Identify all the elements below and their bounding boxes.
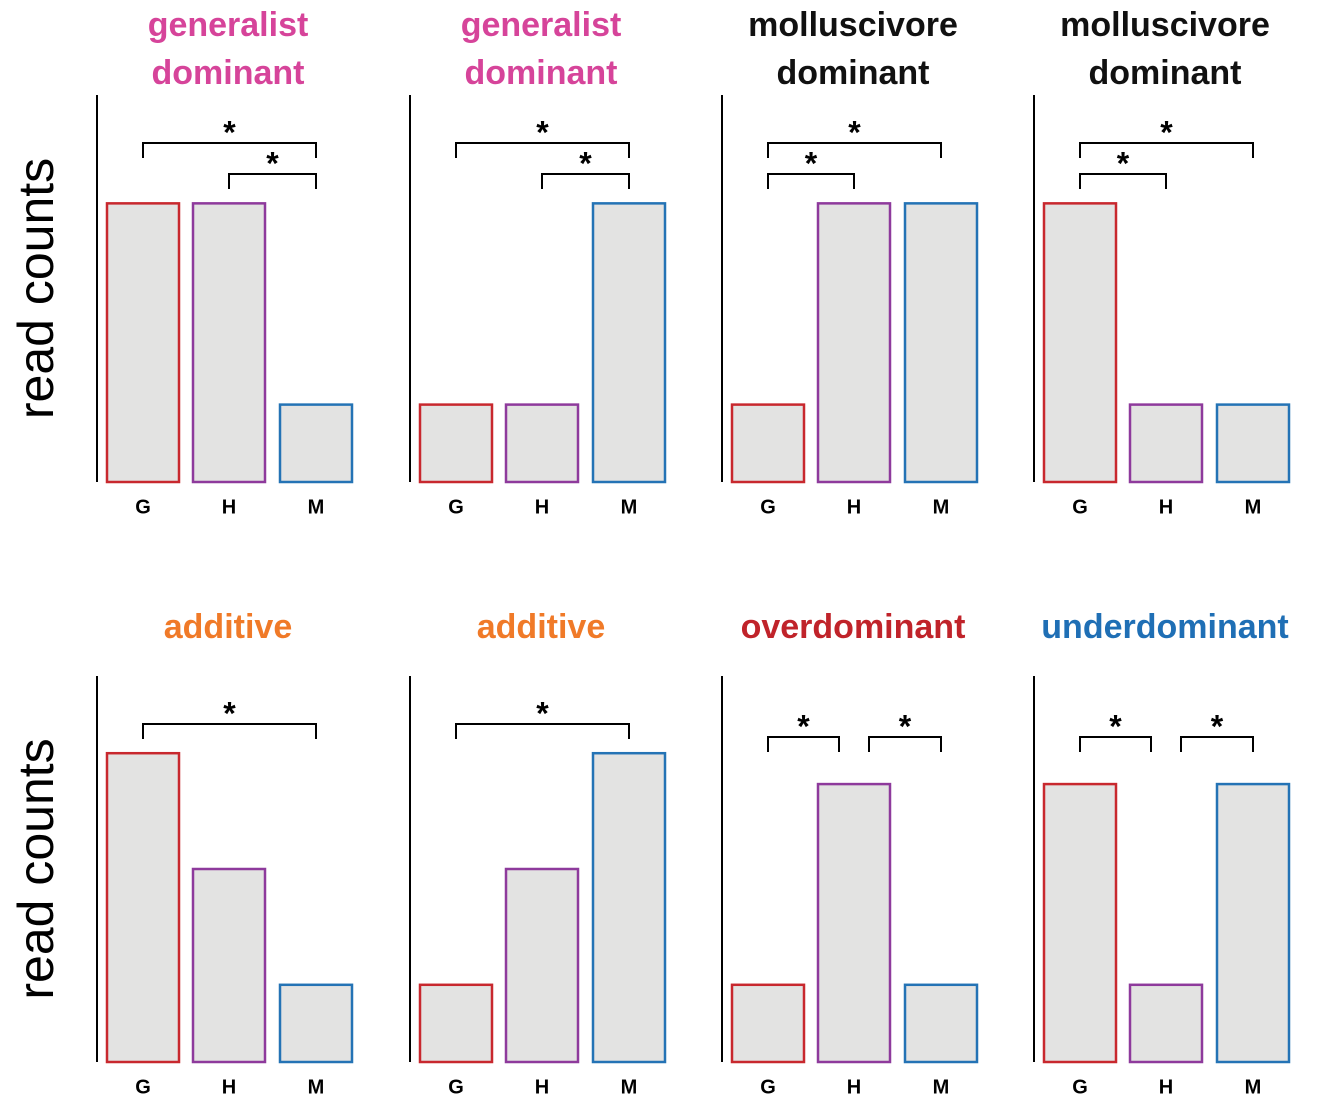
bar: [278, 983, 354, 1064]
bar: [1128, 403, 1204, 484]
significance-label: *: [223, 695, 236, 731]
significance-label: *: [848, 114, 861, 150]
x-tick-label: H: [1159, 496, 1173, 518]
x-tick-label: H: [535, 1076, 549, 1098]
bar: [591, 751, 667, 1064]
bar: [1215, 782, 1291, 1064]
x-tick-label: G: [135, 496, 151, 518]
bar: [903, 202, 979, 484]
significance-label: *: [805, 145, 818, 181]
x-tick-label: G: [448, 1076, 464, 1098]
significance-label: *: [1160, 114, 1173, 150]
significance-label: *: [1211, 708, 1224, 744]
significance-label: *: [266, 145, 279, 181]
x-tick-label: H: [847, 1076, 861, 1098]
y-axis-label: read counts: [8, 158, 64, 419]
significance-bracket: [455, 723, 630, 739]
bar: [1042, 202, 1118, 484]
panel-title: underdominant: [1041, 608, 1289, 646]
significance-bracket: [228, 173, 317, 189]
x-tick-label: M: [308, 496, 325, 518]
significance-bracket: [767, 173, 855, 189]
x-tick-label: G: [1072, 496, 1088, 518]
x-tick-label: M: [621, 1076, 638, 1098]
panel-title: additive: [476, 608, 606, 646]
bar: [730, 403, 806, 484]
significance-label: *: [579, 145, 592, 181]
x-tick-label: H: [847, 496, 861, 518]
panel-title: additive: [163, 608, 293, 646]
bar: [816, 782, 892, 1064]
significance-label: *: [1117, 145, 1130, 181]
significance-bracket: [142, 142, 317, 158]
significance-label: *: [797, 708, 810, 744]
panel-title: overdominant: [740, 608, 966, 646]
bar: [418, 983, 494, 1064]
x-tick-label: G: [135, 1076, 151, 1098]
x-tick-label: M: [308, 1076, 325, 1098]
significance-label: *: [1109, 708, 1122, 744]
bar: [504, 867, 580, 1064]
x-tick-label: M: [933, 1076, 950, 1098]
bar: [504, 403, 580, 484]
significance-bracket: [455, 142, 630, 158]
bar: [105, 751, 181, 1064]
x-tick-label: H: [535, 496, 549, 518]
panel-title: generalist dominant: [460, 6, 622, 92]
x-tick-label: H: [222, 496, 236, 518]
significance-label: *: [223, 114, 236, 150]
bar: [418, 403, 494, 484]
significance-bracket: [1079, 173, 1167, 189]
bar: [191, 202, 267, 484]
bar: [191, 867, 267, 1064]
y-axis-label: read counts: [8, 738, 64, 999]
significance-bracket: [142, 723, 317, 739]
significance-bracket: [767, 736, 840, 752]
x-tick-label: G: [1072, 1076, 1088, 1098]
x-tick-label: H: [1159, 1076, 1173, 1098]
bar: [730, 983, 806, 1064]
bar: [903, 983, 979, 1064]
significance-bracket: [541, 173, 630, 189]
significance-bracket: [1079, 142, 1254, 158]
x-tick-label: G: [448, 496, 464, 518]
significance-bracket: [1180, 736, 1254, 752]
x-tick-label: M: [1245, 1076, 1262, 1098]
panel-title: generalist dominant: [147, 6, 309, 92]
significance-bracket: [1079, 736, 1152, 752]
significance-label: *: [899, 708, 912, 744]
bar: [1215, 403, 1291, 484]
x-tick-label: G: [760, 1076, 776, 1098]
significance-bracket: [868, 736, 942, 752]
x-tick-label: M: [933, 496, 950, 518]
significance-label: *: [536, 695, 549, 731]
x-tick-label: M: [1245, 496, 1262, 518]
bar: [1042, 782, 1118, 1064]
x-tick-label: M: [621, 496, 638, 518]
bar: [1128, 983, 1204, 1064]
bar: [591, 202, 667, 484]
bar: [105, 202, 181, 484]
x-tick-label: G: [760, 496, 776, 518]
x-tick-label: H: [222, 1076, 236, 1098]
panel-title: molluscivore dominant: [748, 6, 958, 92]
significance-bracket: [767, 142, 942, 158]
significance-label: *: [536, 114, 549, 150]
bar: [816, 202, 892, 484]
bar: [278, 403, 354, 484]
panel-title: molluscivore dominant: [1060, 6, 1270, 92]
